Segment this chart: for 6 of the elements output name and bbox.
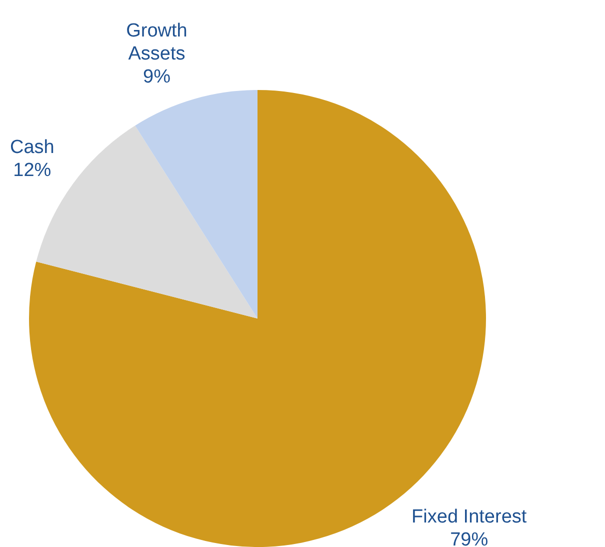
data-label: 9% xyxy=(143,66,171,88)
slice-label: Fixed Interest xyxy=(412,506,528,528)
slice-label: Growth Assets xyxy=(126,20,188,64)
data-label: 79% xyxy=(450,529,488,547)
slice-label: Cash xyxy=(10,136,54,158)
data-label: 12% xyxy=(13,160,52,181)
